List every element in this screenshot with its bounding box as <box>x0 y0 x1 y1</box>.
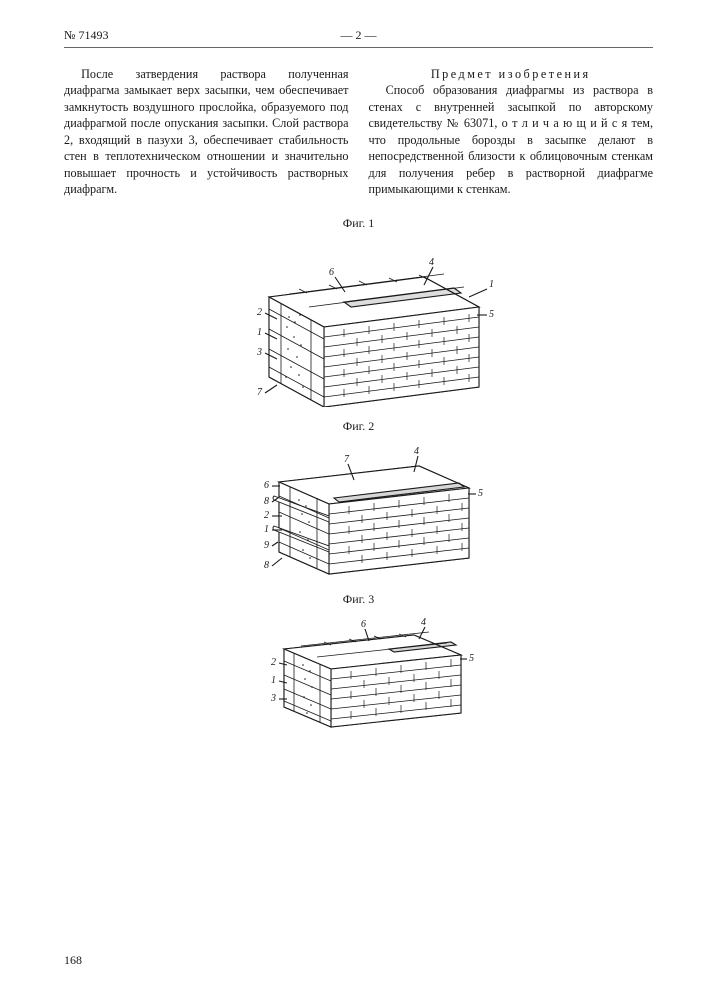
svg-text:6: 6 <box>329 267 334 278</box>
svg-text:5: 5 <box>489 309 494 320</box>
fig1-svg: 2 1 3 7 6 4 1 5 <box>199 237 519 407</box>
svg-text:7: 7 <box>257 387 263 398</box>
right-column: Предмет изобретения Способ образования д… <box>369 66 654 198</box>
patent-number: № 71493 <box>64 28 108 43</box>
svg-text:2: 2 <box>264 510 269 521</box>
svg-text:2: 2 <box>257 307 262 318</box>
svg-text:1: 1 <box>271 675 276 686</box>
fig2-label: Фиг. 2 <box>64 419 653 434</box>
svg-text:8: 8 <box>264 496 269 507</box>
svg-text:1: 1 <box>489 279 494 290</box>
svg-text:9: 9 <box>264 540 269 551</box>
fig2-svg: 6 8 2 1 9 8 7 4 5 <box>224 440 494 580</box>
svg-text:4: 4 <box>421 617 426 628</box>
svg-text:6: 6 <box>361 619 366 630</box>
page: № 71493 — 2 — № 71493 После затвердения … <box>0 0 707 753</box>
svg-text:2: 2 <box>271 657 276 668</box>
svg-text:3: 3 <box>270 693 276 704</box>
svg-text:8: 8 <box>264 560 269 571</box>
figures-area: Фиг. 1 <box>64 216 653 733</box>
svg-text:1: 1 <box>257 327 262 338</box>
left-paragraph: После затвердения раствора по­лученная д… <box>64 66 349 198</box>
right-paragraph: Способ образования диафрагмы из раствора… <box>369 82 654 197</box>
svg-text:6: 6 <box>264 480 269 491</box>
divider <box>64 47 653 48</box>
svg-text:3: 3 <box>256 347 262 358</box>
fig3-label: Фиг. 3 <box>64 592 653 607</box>
svg-text:5: 5 <box>469 653 474 664</box>
page-number: 168 <box>64 953 82 968</box>
page-marker: — 2 — <box>341 28 377 43</box>
fig3-svg: 2 1 3 6 4 5 <box>229 613 489 733</box>
subject-title: Предмет изобретения <box>369 66 654 82</box>
fig1-label: Фиг. 1 <box>64 216 653 231</box>
text-columns: После затвердения раствора по­лученная д… <box>64 66 653 198</box>
svg-text:4: 4 <box>414 446 419 457</box>
svg-text:5: 5 <box>478 488 483 499</box>
svg-text:1: 1 <box>264 524 269 535</box>
svg-text:4: 4 <box>429 257 434 268</box>
header-row: № 71493 — 2 — № 71493 <box>64 28 653 43</box>
svg-text:7: 7 <box>344 454 350 465</box>
left-column: После затвердения раствора по­лученная д… <box>64 66 349 198</box>
